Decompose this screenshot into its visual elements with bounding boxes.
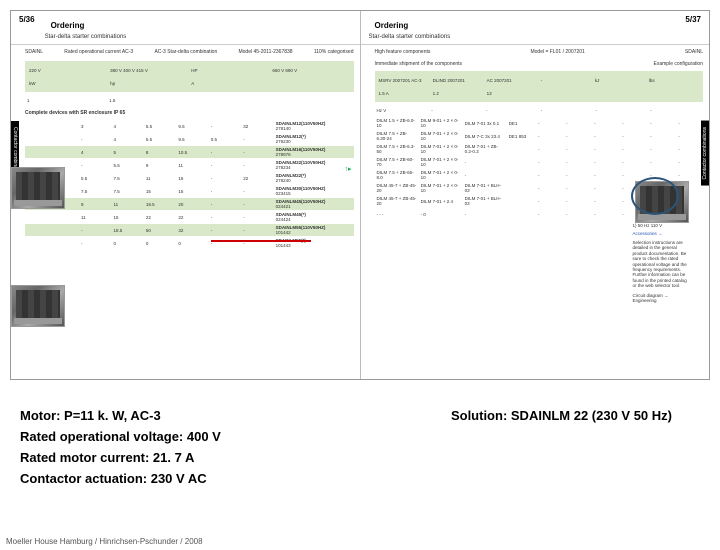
summary-block: Motor: P=11 k. W, AC-3 Solution: SDAINLM… bbox=[20, 402, 700, 546]
table-row: DILM 1.5 + ZB-6.0-10DILM 9-01 + 2 × 0-10… bbox=[375, 117, 704, 129]
current-line: Rated motor current: 21. 7 A bbox=[20, 450, 700, 465]
table-row: 11152222--SDAINLM45(*)024424 bbox=[25, 211, 354, 223]
content-right: High feature components Model = FL01 / 2… bbox=[361, 45, 710, 375]
col-h3: Model 45-2011-2367838 bbox=[238, 49, 292, 55]
page-number: 5/37 bbox=[685, 15, 701, 24]
table-row: 91118.520--SDAINLM45(110V50HZ)024421 bbox=[25, 198, 354, 210]
table-row: DILM 7.5 + ZB-65-8.0DILM 7-01 + 2 × 0-10… bbox=[375, 169, 704, 181]
table-row: -000--SDAINLM55(*)101443 bbox=[25, 237, 354, 249]
table-row: DILM 7.5 + ZB-6.30-24DILM 7-01 + 2 × 0-1… bbox=[375, 130, 704, 142]
arrow-icon: ↑▸ bbox=[344, 165, 351, 173]
page-subtitle: Star-delta starter combinations bbox=[369, 34, 451, 40]
table-row: 45810.5--SDAINLM16(110V50HZ)278976 bbox=[25, 146, 354, 158]
page-subtitle: Star-delta starter combinations bbox=[45, 34, 127, 40]
page-left: Contactor combinations 5/36 Ordering Sta… bbox=[11, 11, 360, 379]
page-right: Contactor combinations Ordering Star-del… bbox=[360, 11, 710, 379]
product-image-right bbox=[635, 181, 689, 223]
page-title: Ordering bbox=[51, 21, 85, 30]
red-underline bbox=[211, 240, 311, 242]
top1: High feature components bbox=[375, 49, 431, 55]
table-row: 5.57.51115-22SDAINLM22(*)278240 bbox=[25, 172, 354, 184]
col-h1: Rated operational current AC-3 bbox=[64, 49, 133, 55]
actuation-line: Contactor actuation: 230 V AC bbox=[20, 471, 700, 486]
sub1: Immediate shipment of the components bbox=[375, 61, 463, 67]
page-header-left: 5/36 Ordering Star-delta starter combina… bbox=[11, 11, 360, 45]
brand: SDAINL bbox=[25, 49, 43, 55]
section-head: Complete devices with SR enclosure IP 65 bbox=[25, 110, 354, 116]
table-row: -45.59.50.5-SDAINLM12(*)279230 bbox=[25, 133, 354, 145]
page-number: 5/36 bbox=[19, 15, 35, 24]
footer-text: Moeller House Hamburg / Hinrichsen-Pschu… bbox=[6, 537, 203, 546]
note4: Circuit diagram → Engineering bbox=[633, 293, 691, 303]
solution-line: Solution: SDAINLM 22 (230 V 50 Hz) bbox=[451, 408, 672, 423]
page-header-right: Ordering Star-delta starter combinations… bbox=[361, 11, 710, 45]
col-h2: AC-3 Star-delta combination bbox=[154, 49, 217, 55]
note2: Accessories → bbox=[633, 231, 691, 236]
page-title: Ordering bbox=[375, 21, 409, 30]
table-row: -5.5911--SDAINLM22(110V50HZ)278234 bbox=[25, 159, 354, 171]
product-image-top bbox=[11, 167, 65, 209]
hcols-band: MSRV 2007201 AC-3DLIND 2007201AC 2007201… bbox=[375, 71, 704, 102]
voltage-line: Rated operational voltage: 400 V bbox=[20, 429, 700, 444]
brand-r: SDAINL bbox=[685, 49, 703, 55]
motor-line: Motor: P=11 k. W, AC-3 bbox=[20, 408, 161, 423]
table-row: DILM 7.5 + ZB-6.3-50DILM 7-01 + 2 × 0-10… bbox=[375, 143, 704, 155]
table-row: 345.59.5-32SDAINLM12(110V50HZ)278140 bbox=[25, 120, 354, 132]
product-image-bot bbox=[11, 285, 65, 327]
content-left: SDAINL Rated operational current AC-3 AC… bbox=[11, 45, 360, 375]
catalog-spread: Contactor combinations 5/36 Ordering Sta… bbox=[10, 10, 710, 380]
table-row: DILM 7.5 + ZB-60-70DILM 7-01 + 2 × 0-10-… bbox=[375, 156, 704, 168]
table-row: -18.55032--SDAINLM55(110V50HZ)101442 bbox=[25, 224, 354, 236]
note1: 1) 50 Hz 110 V bbox=[633, 223, 691, 228]
sub2: Example configuration bbox=[654, 61, 703, 67]
top2: Model = FL01 / 2007201 bbox=[530, 49, 584, 55]
table-row: 7.57.51515--SDAINLM30(110V50HZ)023415 bbox=[25, 185, 354, 197]
volt-band: 220 V380 V 400 V 415 VHP660 V 690 V kWhp… bbox=[25, 61, 354, 92]
note3: Selection instructions are detailed in t… bbox=[633, 240, 691, 289]
col-h4: 110% categorised bbox=[314, 49, 354, 55]
